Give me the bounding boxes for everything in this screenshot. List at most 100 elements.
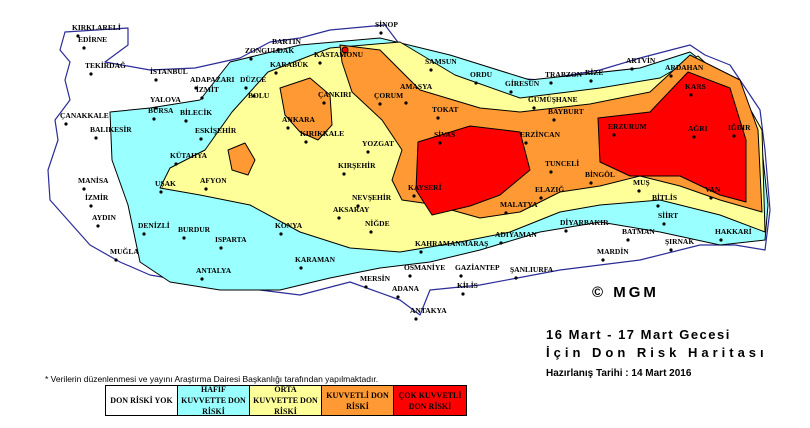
city-label: KARS <box>685 82 706 91</box>
city-marker <box>438 141 442 145</box>
legend-light-risk: HAFİF KUVVETTE DON RİSKİ <box>178 385 250 416</box>
zone-strong-risk-ankara <box>279 77 333 141</box>
city-73: ADIYAMAN <box>495 230 537 245</box>
city-29: GİRESUN <box>505 78 540 94</box>
city-marker <box>276 48 280 52</box>
city-36: KARS <box>685 82 706 97</box>
city-marker <box>244 86 248 90</box>
city-marker <box>154 78 158 82</box>
city-label: BATMAN <box>622 227 655 236</box>
city-72: KAHRAMANMARAŞ <box>415 239 488 254</box>
city-label: BİLECİK <box>180 107 212 117</box>
city-1: EDİRNE <box>78 34 107 50</box>
city-22: ANKARA <box>282 115 315 130</box>
city-56: AYDIN <box>92 213 116 228</box>
city-44: MUŞ <box>633 178 650 193</box>
city-60: BURDUR <box>178 225 211 240</box>
city-marker <box>524 141 528 145</box>
city-label: AFYON <box>200 176 227 185</box>
city-18: KASTAMONU <box>314 50 364 65</box>
city-label: GAZİANTEP <box>455 262 500 272</box>
city-marker <box>299 266 303 270</box>
city-53: NİĞDE <box>365 218 390 234</box>
city-label: DİYARBAKIR <box>560 217 609 227</box>
city-label: AĞRI <box>688 123 708 133</box>
city-label: BAYBURT <box>548 107 584 116</box>
city-marker <box>414 317 418 321</box>
city-label: YALOVA <box>150 95 181 104</box>
city-label: ORDU <box>470 70 493 79</box>
city-42: TUNCELİ <box>545 158 579 174</box>
city-marker <box>656 204 660 208</box>
city-marker <box>514 276 518 280</box>
city-55: İZMİR <box>85 192 109 208</box>
city-label: GÜMÜŞHANE <box>528 95 578 104</box>
city-34: GÜMÜŞHANE <box>528 95 578 110</box>
city-label: ÇANKIRI <box>318 90 351 99</box>
city-6: İZMİT <box>196 84 219 100</box>
city-label: ERZİNCAN <box>520 129 561 139</box>
city-16: KARABÜK <box>270 60 309 75</box>
city-label: EDİRNE <box>78 34 107 44</box>
city-label: KASTAMONU <box>314 50 364 59</box>
city-15: ZONGULDAK <box>245 46 294 61</box>
city-marker <box>194 86 198 90</box>
city-marker <box>436 116 440 120</box>
city-label: MARDİN <box>597 246 629 256</box>
city-label: MUĞLA <box>110 246 139 256</box>
mgm-logo: © MGM <box>592 284 659 301</box>
prepared-date: Hazırlanış Tarihi : 14 Mart 2016 <box>546 368 692 379</box>
legend-no-risk: DON RİSKİ YOK <box>106 386 178 415</box>
city-label: KIRIKKALE <box>300 129 344 138</box>
city-marker <box>89 72 93 76</box>
city-label: SİVAS <box>434 129 455 139</box>
city-marker <box>692 135 696 139</box>
city-3: İSTANBUL <box>150 66 188 82</box>
city-label: BURDUR <box>178 225 211 234</box>
city-21: ÇORUM <box>374 91 403 106</box>
city-marker <box>82 46 86 50</box>
city-label: TUNCELİ <box>545 158 579 168</box>
city-marker <box>154 106 158 110</box>
city-label: BALIKESİR <box>90 124 132 134</box>
city-4: ADAPAZARI <box>190 75 235 90</box>
city-label: ESKİŞEHİR <box>195 125 237 135</box>
city-63: MUĞLA <box>110 246 139 262</box>
city-marker <box>82 187 86 191</box>
city-5: DÜZCE <box>240 75 266 90</box>
city-76: BATMAN <box>622 227 655 242</box>
city-label: BARTIN <box>272 37 301 46</box>
city-37: ERZURUM <box>608 122 647 137</box>
city-67: ADANA <box>392 284 420 299</box>
city-49: KAYSERİ <box>408 182 442 198</box>
legend: DON RİSKİ YOK HAFİF KUVVETTE DON RİSKİ O… <box>105 385 467 416</box>
city-marker <box>142 232 146 236</box>
city-41: ERZİNCAN <box>520 129 561 145</box>
city-marker <box>732 134 736 138</box>
city-label: BOLU <box>248 91 270 100</box>
city-47: ELAZIĞ <box>535 184 564 200</box>
city-marker <box>159 190 163 194</box>
city-marker <box>396 295 400 299</box>
city-17: BOLU <box>248 91 270 100</box>
legend-very-strong-risk: ÇOK KUVVETLİ DON RİSKİ <box>394 386 466 415</box>
map-title: İçin Don Risk Haritası <box>546 345 768 360</box>
city-59: DENİZLİ <box>138 220 170 236</box>
city-label: TOKAT <box>432 105 458 114</box>
city-2: TEKİRDAĞ <box>85 60 126 76</box>
city-label: RİZE <box>585 67 603 77</box>
city-10: ÇANAKKALE <box>60 111 109 126</box>
map-title-dates: 16 Mart - 17 Mart Gecesi <box>546 327 731 342</box>
city-79: HAKKARİ <box>715 226 752 242</box>
city-label: İZMİR <box>85 192 109 202</box>
city-marker <box>532 106 536 110</box>
city-43: BİNGÖL <box>585 169 615 185</box>
city-68: OSMANİYE <box>404 262 445 278</box>
city-label: ANTAKYA <box>410 306 447 315</box>
city-marker <box>76 34 80 38</box>
city-marker <box>337 216 341 220</box>
city-23: KIRIKKALE <box>300 129 344 144</box>
city-marker <box>709 196 713 200</box>
city-label: ANTALYA <box>196 266 232 275</box>
city-marker <box>564 229 568 233</box>
